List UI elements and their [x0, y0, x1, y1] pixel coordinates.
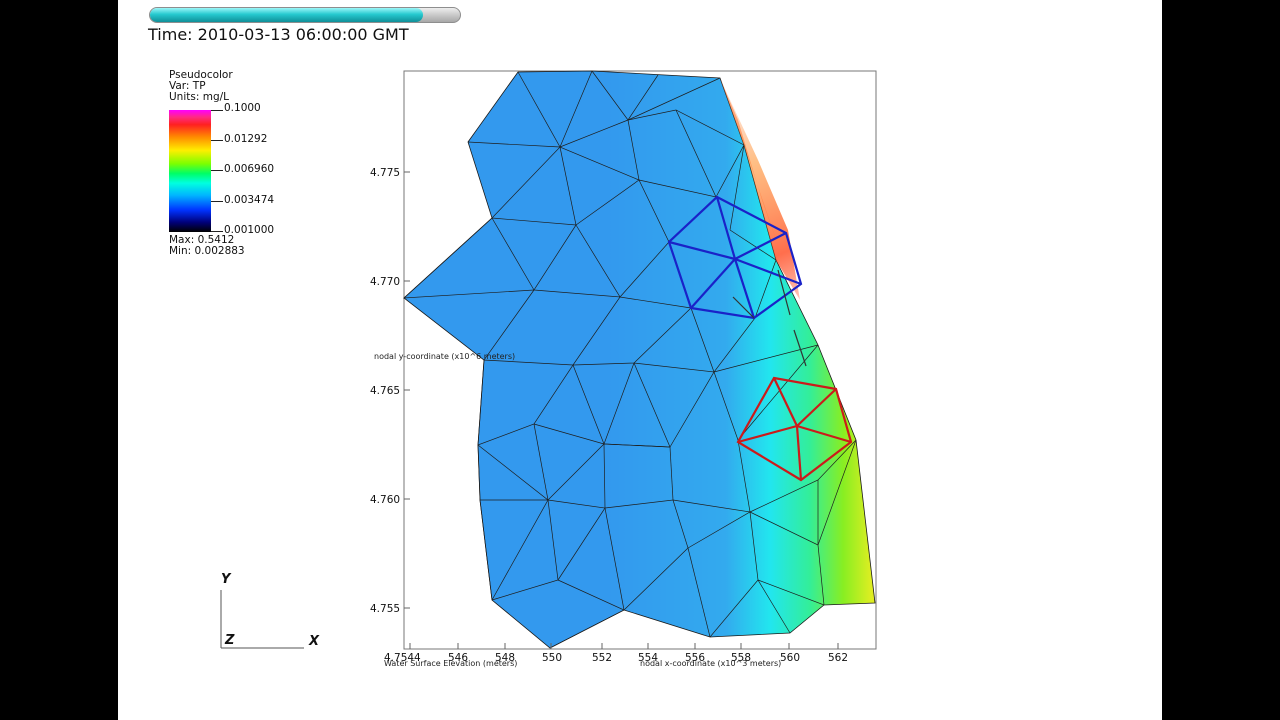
legend-max: Max: 0.5412 [169, 234, 235, 246]
plot-frame [403, 70, 877, 650]
x-tick-label: 552 [592, 652, 612, 664]
mesh-edges [403, 70, 857, 649]
y-axis: 4.775 4.770 4.765 4.760 4.755 nodal y-co… [370, 167, 515, 615]
colorbar-label: 0.006960 [224, 163, 275, 175]
x-tick-label: 548 [495, 652, 515, 664]
time-label: Time: 2010-03-13 06:00:00 GMT [148, 25, 409, 44]
y-axis-title: nodal y-coordinate (x10^6 meters) [374, 352, 515, 361]
colorbar-tick [211, 140, 223, 141]
mesh-plot[interactable]: 4.775 4.770 4.765 4.760 4.755 nodal y-co… [118, 0, 1162, 720]
x-origin-label: 4.7544 [384, 652, 421, 664]
x-tick-label: 546 [448, 652, 468, 664]
x-tick-label: 560 [780, 652, 800, 664]
legend-title: Pseudocolor [169, 69, 233, 81]
triad-lines [220, 590, 304, 649]
legend-variable: Var: TP [169, 80, 206, 92]
time-slider-fill [150, 8, 423, 22]
legend-min: Min: 0.002883 [169, 245, 245, 257]
triad-z-label: Z [225, 633, 235, 648]
x-tick-label: 558 [731, 652, 751, 664]
bottom-variable-label: Water Surface Elevation (meters) [384, 659, 517, 668]
y-tick-label: 4.765 [370, 385, 400, 397]
line-markers [732, 269, 807, 367]
colorbar-tick [211, 201, 223, 202]
colorbar-label: 0.001000 [224, 224, 275, 236]
red-region-outline [736, 376, 853, 482]
legend-units: Units: mg/L [169, 91, 230, 103]
colorbar-tick [211, 110, 223, 111]
triad-y-label: Y [221, 572, 231, 587]
colorbar [169, 110, 211, 232]
colorbar-tick [211, 170, 223, 171]
legend-minmax: Max: 0.5412 Min: 0.002883 [169, 235, 245, 257]
x-tick-label: 550 [542, 652, 562, 664]
triad-x-label: X [309, 634, 320, 649]
mesh-hot-edge [720, 78, 778, 245]
x-tick-label: 562 [828, 652, 848, 664]
y-tick-label: 4.755 [370, 603, 400, 615]
x-axis-title: nodal x-coordinate (x10^3 meters) [640, 659, 781, 668]
colorbar-label: 0.1000 [224, 102, 261, 114]
x-tick-label: 556 [685, 652, 705, 664]
colorbar-label: 0.01292 [224, 133, 268, 145]
x-axis: 4.7544 546 548 550 552 554 556 558 560 5… [384, 643, 848, 668]
colorbar-label: 0.003474 [224, 194, 275, 206]
y-tick-label: 4.760 [370, 494, 400, 506]
pseudocolor-legend: Pseudocolor Var: TP Units: mg/L 0.1000 0… [169, 69, 339, 257]
time-slider[interactable] [149, 7, 461, 23]
x-tick-label: 554 [638, 652, 658, 664]
visualization-viewport[interactable]: Time: 2010-03-13 06:00:00 GMT Pseudocolo… [118, 0, 1162, 720]
colorbar-tick [211, 231, 223, 232]
y-tick-label: 4.770 [370, 276, 400, 288]
y-tick-label: 4.775 [370, 167, 400, 179]
